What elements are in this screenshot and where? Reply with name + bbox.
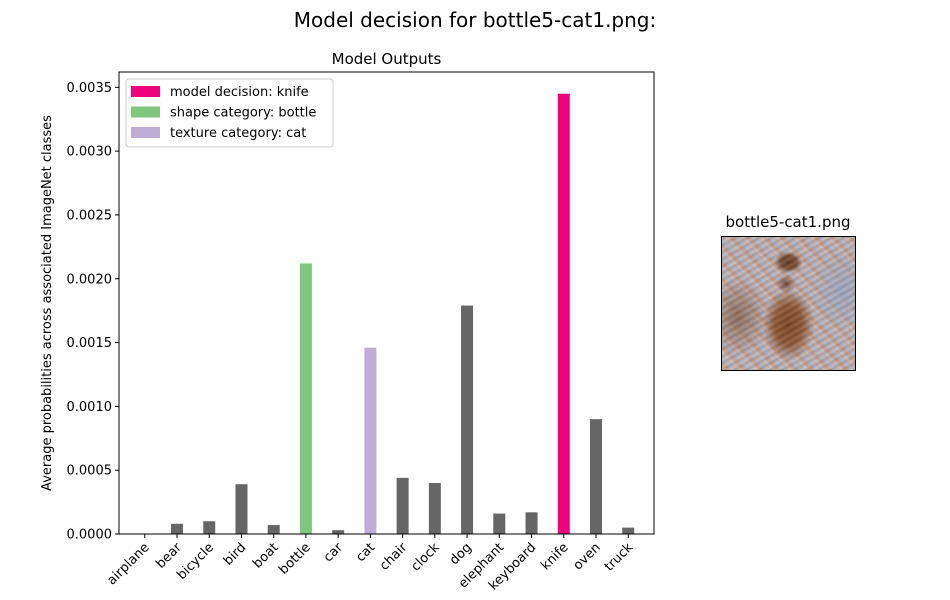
bar-oven [589,419,602,534]
legend-swatch [131,86,160,97]
y-tick-label: 0.0030 [67,145,113,160]
legend-swatch [131,127,160,138]
bar-car [332,530,345,534]
x-tick-label-airplane: airplane [105,540,153,588]
legend-label: texture category: cat [170,126,306,141]
plot-frame [118,71,655,535]
bar-bottle [299,263,312,534]
x-tick-label-car: car [321,540,347,566]
x-tick-label-oven: oven [571,540,604,573]
x-tick-label-chair: chair [377,540,411,574]
bar-elephant [493,513,506,534]
bar-dog [461,305,474,534]
bar-bird [235,484,248,534]
y-tick-label: 0.0010 [67,400,113,415]
bar-chair [396,477,409,534]
x-tick-label-bottle: bottle [276,540,313,577]
figure-title: Model decision for bottle5-cat1.png: [293,8,657,32]
y-axis-label: Average probabilities across associated … [40,115,55,491]
bar-keyboard [525,512,538,534]
legend-box [125,78,334,148]
legend-swatch [131,106,160,118]
x-tick-label-bicycle: bicycle [174,540,217,583]
stimulus-thumbnail-image [721,236,856,371]
legend: model decision: knife shape category: bot… [125,78,334,148]
x-tick-label-truck: truck [602,540,637,575]
x-tick-label-knife: knife [538,540,571,573]
legend-label: shape category: bottle [170,106,316,121]
x-tick-label-bird: bird [221,540,249,568]
y-tick-label: 0.0025 [67,208,113,223]
x-tick-label-dog: dog [447,540,475,568]
thumbnail-title: bottle5-cat1.png [725,213,851,231]
bar-clock [428,482,441,534]
y-tick-label: 0.0000 [67,528,113,543]
x-tick-label-clock: clock [408,540,443,575]
bar-truck [622,527,635,534]
bar-bear [171,523,184,534]
y-tick-label: 0.0015 [67,336,113,351]
y-tick-label: 0.0020 [67,272,113,287]
x-tick-label-cat: cat [353,540,378,565]
bar-boat [267,525,280,534]
bar-bicycle [203,521,216,534]
y-tick-label: 0.0005 [67,464,113,479]
y-tick-label: 0.0035 [67,81,113,96]
chart-title: Model Outputs [332,50,442,68]
legend-label: model decision: knife [170,85,309,100]
bar-cat [364,347,377,534]
bar-knife [557,93,570,534]
